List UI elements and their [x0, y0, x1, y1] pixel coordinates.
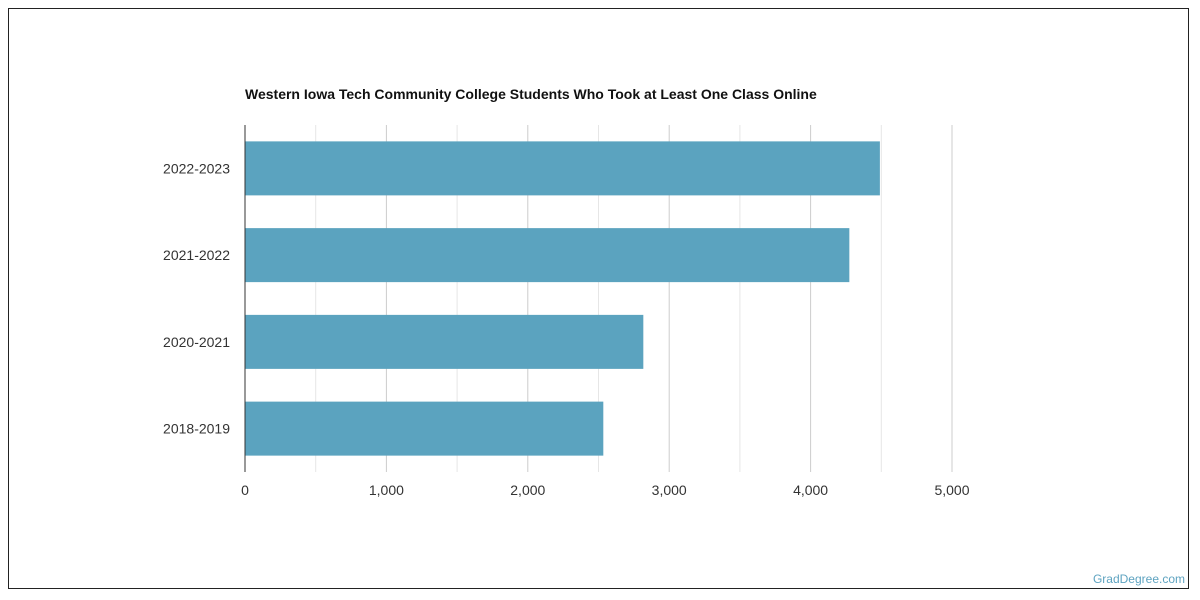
chart-title: Western Iowa Tech Community College Stud…	[245, 86, 817, 102]
x-tick-label: 0	[241, 482, 249, 498]
x-tick-label: 4,000	[793, 482, 828, 498]
bar	[245, 228, 850, 283]
x-tick-label: 1,000	[369, 482, 404, 498]
x-tick-label: 2,000	[510, 482, 545, 498]
x-tick-label: 5,000	[934, 482, 969, 498]
chart-frame	[8, 8, 1189, 589]
bar	[245, 141, 880, 196]
category-label: 2021-2022	[163, 247, 230, 263]
category-label: 2020-2021	[163, 334, 230, 350]
bar	[245, 314, 644, 369]
x-tick-label: 3,000	[652, 482, 687, 498]
credit-link[interactable]: GradDegree.com	[1092, 572, 1185, 586]
bar	[245, 401, 604, 456]
category-label: 2018-2019	[163, 421, 230, 437]
category-label: 2022-2023	[163, 160, 230, 176]
